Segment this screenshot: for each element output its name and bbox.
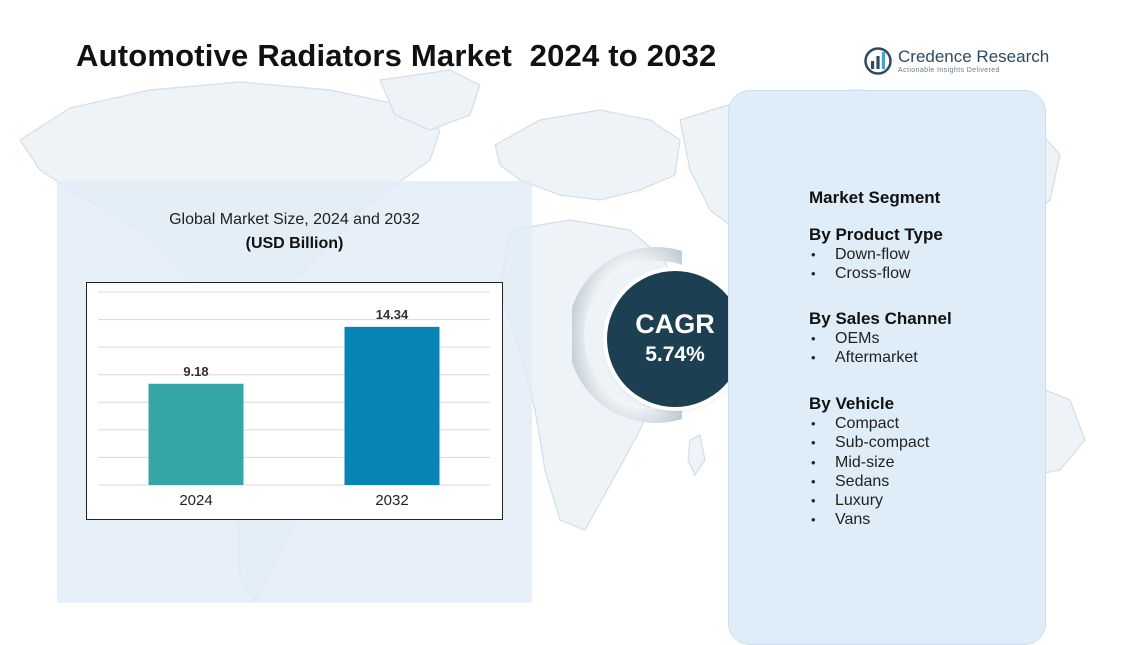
map-greenland <box>379 69 481 131</box>
cagr-circle: CAGR 5.74% <box>607 271 743 407</box>
data-label-2032: 14.34 <box>376 307 409 322</box>
segment-item: Mid-size <box>809 453 1039 473</box>
segment-item: Cross-flow <box>809 264 1039 284</box>
chart-unit-label: (USD Billion) <box>245 235 344 252</box>
map-madagascar <box>687 434 706 477</box>
cagr-label: CAGR <box>635 309 715 339</box>
bar-chart: 9.18 2024 14.34 2032 <box>86 282 503 520</box>
bar-2032 <box>344 326 440 485</box>
cagr-value: 5.74% <box>645 343 705 366</box>
segment-item: Aftermarket <box>809 348 1039 368</box>
segment-group-sales-channel: By Sales Channel OEMs Aftermarket <box>809 309 1039 368</box>
segment-item: Sedans <box>809 472 1039 492</box>
data-label-2024: 9.18 <box>183 364 208 379</box>
segment-item: Sub-compact <box>809 433 1039 453</box>
segment-group-title: By Sales Channel <box>809 309 952 328</box>
logo-name: Credence Research <box>898 47 1050 66</box>
segment-list: OEMs Aftermarket <box>809 329 1039 368</box>
bar-2024 <box>148 383 244 485</box>
logo-bar-3 <box>881 52 885 69</box>
cagr-badge: CAGR 5.74% <box>572 245 752 425</box>
logo-tagline: Actionable Insights Delivered <box>898 67 1000 74</box>
segment-item: Down-flow <box>809 245 1039 265</box>
logo-bar-1 <box>871 61 875 69</box>
segment-list: Compact Sub-compact Mid-size Sedans Luxu… <box>809 414 1039 530</box>
segment-item: Compact <box>809 414 1039 434</box>
x-tick-label-2024: 2024 <box>179 492 212 509</box>
segment-item: OEMs <box>809 329 1039 349</box>
segment-group-product-type: By Product Type Down-flow Cross-flow <box>809 225 1039 284</box>
logo-bars-icon <box>864 47 892 75</box>
segment-item: Vans <box>809 510 1039 530</box>
page-title: Automotive Radiators Market 2024 to 2032 <box>76 38 717 73</box>
chart-panel: Global Market Size, 2024 and 2032 (USD B… <box>57 181 532 603</box>
x-tick-label-2032: 2032 <box>375 492 408 509</box>
segment-list: Down-flow Cross-flow <box>809 245 1039 284</box>
segment-group-vehicle: By Vehicle Compact Sub-compact Mid-size … <box>809 394 1039 530</box>
logo-bar-2 <box>876 56 880 69</box>
credence-research-logo: Credence Research Actionable Insights De… <box>864 46 1054 78</box>
map-europe <box>494 109 681 201</box>
segment-group-title: By Vehicle <box>809 394 895 413</box>
logo-ring <box>864 47 892 75</box>
chart-title: Global Market Size, 2024 and 2032 <box>169 211 420 228</box>
market-segment-panel: Market Segment By Product Type Down-flow… <box>728 90 1046 645</box>
segment-heading: Market Segment <box>809 188 941 207</box>
segment-group-title: By Product Type <box>809 225 943 244</box>
segment-item: Luxury <box>809 491 1039 511</box>
